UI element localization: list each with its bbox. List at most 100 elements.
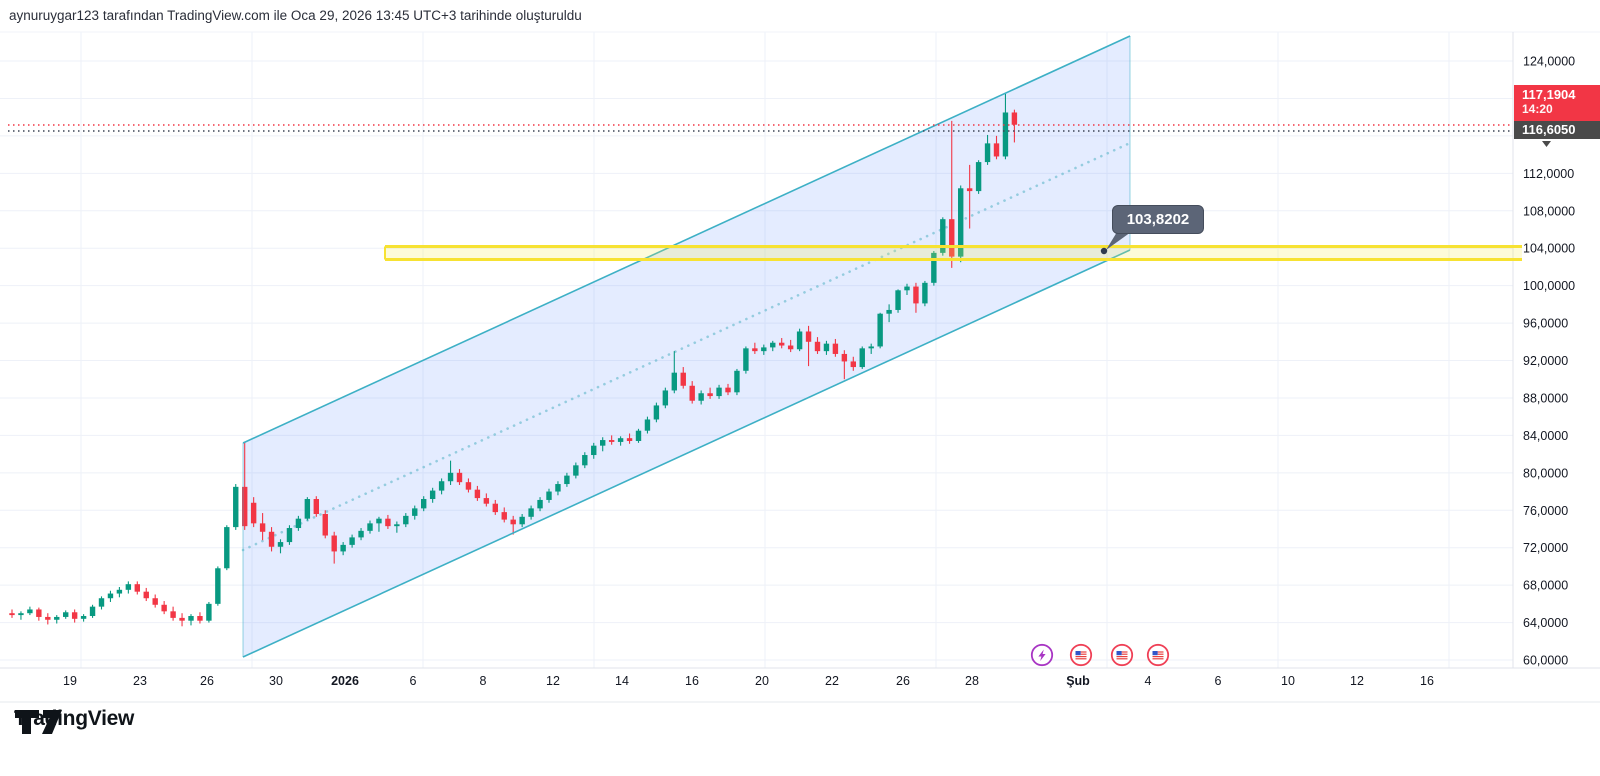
price-scale-arrow-icon[interactable]: [1542, 141, 1551, 147]
price-axis-label[interactable]: 88,0000: [1523, 391, 1568, 405]
candle: [573, 462, 579, 479]
candle: [98, 596, 105, 610]
price-axis-label[interactable]: 108,0000: [1523, 204, 1575, 218]
candle-body: [465, 482, 472, 490]
candle: [376, 516, 382, 532]
time-axis-label[interactable]: 14: [615, 674, 629, 688]
us-flag-event-icon[interactable]: [1146, 643, 1170, 667]
candle-body: [671, 372, 677, 391]
time-axis-label[interactable]: 20: [755, 674, 769, 688]
time-axis-label[interactable]: 4: [1145, 674, 1152, 688]
candle: [608, 435, 615, 445]
candle-body: [940, 219, 946, 253]
yellow-zone-fill[interactable]: [385, 246, 1522, 260]
time-axis-label[interactable]: 30: [269, 674, 283, 688]
price-axis-label[interactable]: 112,0000: [1523, 167, 1574, 181]
price-axis-label[interactable]: 100,0000: [1523, 279, 1575, 293]
price-axis-label[interactable]: 64,0000: [1523, 616, 1568, 630]
price-axis-label[interactable]: 96,0000: [1523, 317, 1568, 331]
us-flag-event-icon[interactable]: [1110, 643, 1134, 667]
candle: [197, 612, 203, 624]
candle-body: [412, 508, 418, 516]
price-axis-label[interactable]: 76,0000: [1523, 504, 1568, 518]
price-axis-label[interactable]: 124,0000: [1523, 55, 1575, 69]
candle: [662, 387, 669, 409]
trend-channel-bottom-line[interactable]: [242, 249, 1131, 658]
time-axis-label[interactable]: 19: [63, 674, 77, 688]
time-axis-label[interactable]: 12: [546, 674, 560, 688]
candle-body: [904, 286, 910, 291]
time-axis-label[interactable]: 2026: [331, 674, 359, 688]
candle: [940, 217, 946, 256]
candle-body: [45, 616, 51, 620]
us-flag-event-icon[interactable]: [1069, 643, 1093, 667]
candle-body: [313, 499, 319, 514]
candle: [653, 402, 660, 423]
candle: [54, 615, 60, 624]
time-axis-label[interactable]: 10: [1281, 674, 1295, 688]
time-axis-label[interactable]: 16: [1420, 674, 1434, 688]
time-axis-label[interactable]: 26: [896, 674, 910, 688]
time-axis-label[interactable]: 6: [1215, 674, 1222, 688]
price-axis-label[interactable]: 60,0000: [1523, 654, 1568, 668]
price-axis-label[interactable]: 68,0000: [1523, 579, 1568, 593]
candle: [340, 542, 346, 556]
candle-body: [107, 593, 114, 599]
time-axis-label[interactable]: 8: [480, 674, 487, 688]
price-axis-label[interactable]: 72,0000: [1523, 541, 1568, 555]
candle-body: [286, 528, 293, 543]
time-axis-label[interactable]: 26: [200, 674, 214, 688]
time-axis-label[interactable]: Şub: [1066, 674, 1090, 688]
previous-close-label: 116,6050: [1514, 121, 1600, 139]
candle: [546, 488, 552, 503]
candle: [304, 497, 311, 521]
time-axis-label[interactable]: 16: [685, 674, 699, 688]
time-axis-label[interactable]: 12: [1350, 674, 1364, 688]
candle-body: [421, 499, 427, 509]
candle: [734, 368, 740, 396]
price-axis-label[interactable]: 84,0000: [1523, 429, 1568, 443]
candle-body: [188, 616, 194, 621]
candle: [761, 344, 767, 355]
candle: [456, 469, 463, 485]
candle-body: [9, 613, 15, 616]
candle-body: [394, 524, 400, 527]
candle: [922, 280, 928, 307]
tradingview-logo[interactable]: TradingView: [14, 707, 134, 734]
candle-body: [27, 609, 33, 614]
candle-body: [501, 512, 507, 520]
lightning-event-icon[interactable]: [1030, 643, 1054, 667]
price-level-tooltip: 103,8202: [1112, 205, 1204, 234]
candle: [170, 606, 176, 621]
candle-body: [429, 490, 436, 500]
candle-body: [367, 523, 373, 531]
candle-body: [832, 343, 839, 354]
candle: [233, 484, 239, 530]
candle-body: [528, 508, 534, 517]
candle-body: [689, 385, 695, 401]
price-axis-label[interactable]: 92,0000: [1523, 354, 1568, 368]
candle-body: [340, 544, 346, 552]
candle-body: [242, 486, 248, 527]
trend-channel-top-line[interactable]: [242, 35, 1131, 444]
time-axis-label[interactable]: 6: [410, 674, 417, 688]
candle: [537, 497, 543, 512]
candle: [770, 340, 776, 352]
time-axis-label[interactable]: 28: [965, 674, 979, 688]
candle: [796, 328, 803, 352]
candle: [582, 452, 588, 469]
candle-body: [224, 527, 230, 569]
price-axis-label[interactable]: 80,0000: [1523, 466, 1568, 480]
candle: [394, 521, 400, 533]
price-axis-label[interactable]: 104,0000: [1523, 242, 1575, 256]
candle-body: [197, 616, 203, 621]
candle-body: [617, 438, 624, 442]
candle: [268, 527, 275, 552]
trend-channel-fill: [243, 36, 1130, 657]
candle-body: [233, 486, 239, 528]
time-axis-label[interactable]: 23: [133, 674, 147, 688]
time-axis-label[interactable]: 22: [825, 674, 839, 688]
candle: [80, 614, 87, 622]
candle-body: [250, 502, 257, 524]
